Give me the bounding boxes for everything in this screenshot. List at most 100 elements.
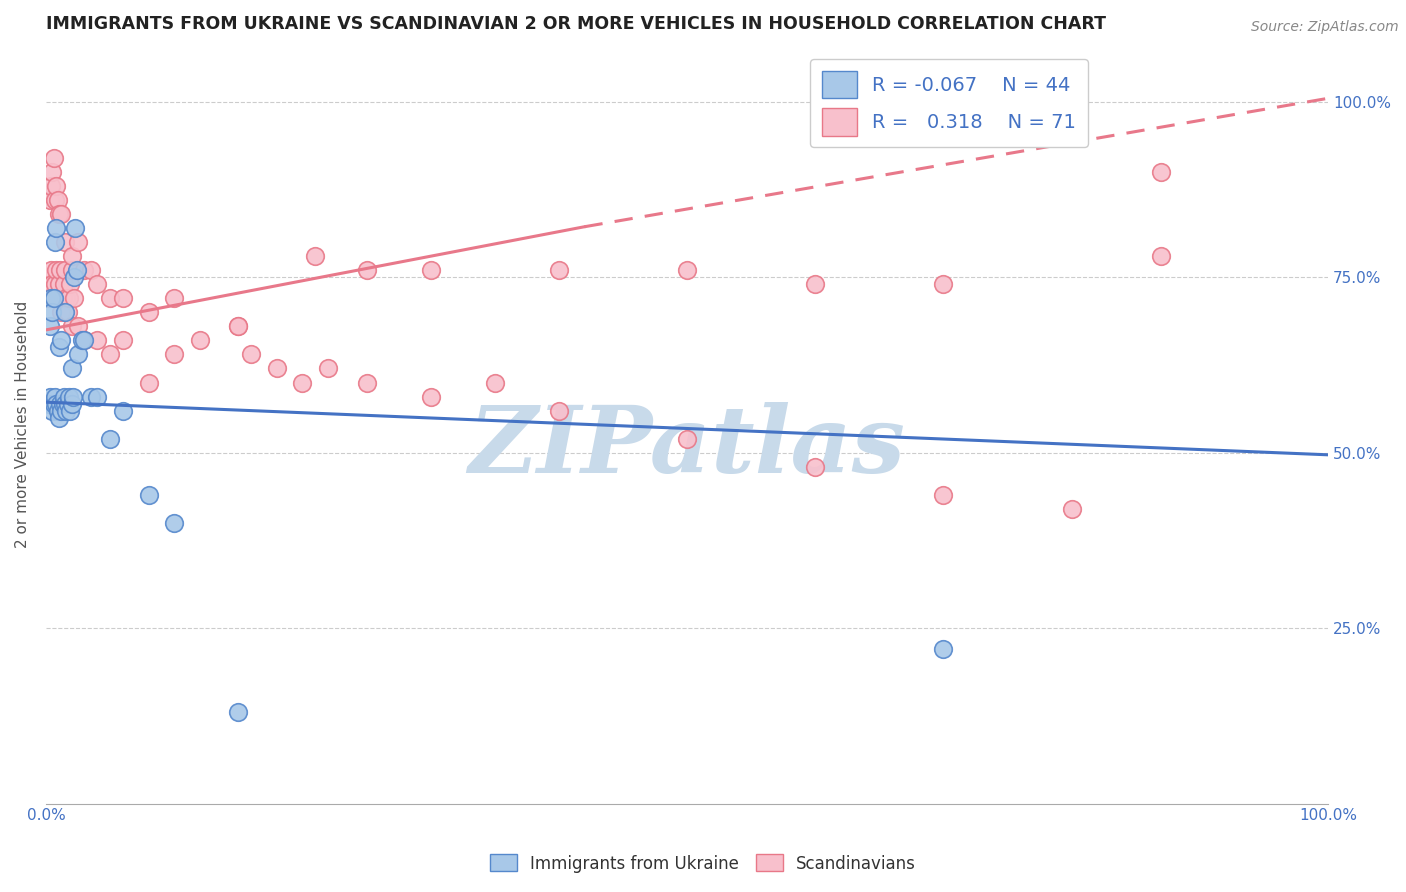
Point <box>48 341 70 355</box>
Point <box>56 396 79 410</box>
Point <box>49 263 72 277</box>
Point <box>51 207 73 221</box>
Point <box>41 165 63 179</box>
Point <box>42 291 65 305</box>
Point <box>38 277 60 292</box>
Point <box>80 263 103 277</box>
Point <box>419 390 441 404</box>
Point <box>52 277 75 292</box>
Point <box>73 334 96 348</box>
Point <box>45 221 67 235</box>
Point <box>51 305 73 319</box>
Point <box>932 642 955 657</box>
Point <box>356 263 378 277</box>
Point <box>60 396 83 410</box>
Point <box>53 305 76 319</box>
Point <box>138 305 160 319</box>
Point <box>1150 165 1173 179</box>
Point <box>66 347 89 361</box>
Point <box>48 207 70 221</box>
Point <box>53 235 76 249</box>
Point <box>138 488 160 502</box>
Point <box>932 488 955 502</box>
Point <box>163 291 186 305</box>
Point <box>44 235 66 249</box>
Point <box>111 334 134 348</box>
Point <box>419 263 441 277</box>
Point <box>48 410 70 425</box>
Point <box>59 403 82 417</box>
Point <box>226 319 249 334</box>
Point <box>46 403 69 417</box>
Point <box>66 235 89 249</box>
Point <box>46 193 69 207</box>
Point <box>98 291 121 305</box>
Legend: Immigrants from Ukraine, Scandinavians: Immigrants from Ukraine, Scandinavians <box>484 847 922 880</box>
Point <box>66 263 89 277</box>
Point <box>266 361 288 376</box>
Point <box>55 291 77 305</box>
Point <box>1150 249 1173 263</box>
Point <box>58 291 80 305</box>
Point <box>45 396 67 410</box>
Point <box>111 291 134 305</box>
Point <box>42 396 65 410</box>
Point <box>63 270 86 285</box>
Point <box>804 459 827 474</box>
Point <box>86 390 108 404</box>
Point <box>138 376 160 390</box>
Point <box>48 277 70 292</box>
Point <box>73 334 96 348</box>
Point <box>226 706 249 720</box>
Point <box>38 291 60 305</box>
Point <box>240 347 263 361</box>
Point <box>45 263 67 277</box>
Legend: R = -0.067    N = 44, R =   0.318    N = 71: R = -0.067 N = 44, R = 0.318 N = 71 <box>810 59 1088 147</box>
Point <box>52 291 75 305</box>
Point <box>65 221 87 235</box>
Point <box>226 319 249 334</box>
Point <box>98 432 121 446</box>
Point <box>44 193 66 207</box>
Point <box>111 403 134 417</box>
Point <box>38 396 60 410</box>
Point <box>60 319 83 334</box>
Point <box>56 305 79 319</box>
Point <box>45 179 67 194</box>
Point <box>41 305 63 319</box>
Point <box>42 291 65 305</box>
Point <box>39 396 62 410</box>
Point <box>51 334 73 348</box>
Point <box>63 291 86 305</box>
Point <box>291 376 314 390</box>
Point <box>38 193 60 207</box>
Point <box>38 390 60 404</box>
Point <box>49 396 72 410</box>
Point <box>804 277 827 292</box>
Y-axis label: 2 or more Vehicles in Household: 2 or more Vehicles in Household <box>15 301 30 549</box>
Point <box>59 277 82 292</box>
Point <box>41 403 63 417</box>
Text: IMMIGRANTS FROM UKRAINE VS SCANDINAVIAN 2 OR MORE VEHICLES IN HOUSEHOLD CORRELAT: IMMIGRANTS FROM UKRAINE VS SCANDINAVIAN … <box>46 15 1107 33</box>
Point <box>60 249 83 263</box>
Point <box>86 277 108 292</box>
Point <box>547 263 569 277</box>
Point <box>98 347 121 361</box>
Point <box>39 263 62 277</box>
Point <box>42 151 65 165</box>
Point <box>676 263 699 277</box>
Point <box>304 249 326 263</box>
Point <box>62 390 84 404</box>
Point <box>44 390 66 404</box>
Point <box>60 263 83 277</box>
Point <box>356 376 378 390</box>
Point <box>39 179 62 194</box>
Point <box>70 334 93 348</box>
Point <box>53 263 76 277</box>
Point <box>188 334 211 348</box>
Point <box>484 376 506 390</box>
Point <box>44 277 66 292</box>
Point <box>1060 501 1083 516</box>
Point <box>53 396 76 410</box>
Point <box>38 319 60 334</box>
